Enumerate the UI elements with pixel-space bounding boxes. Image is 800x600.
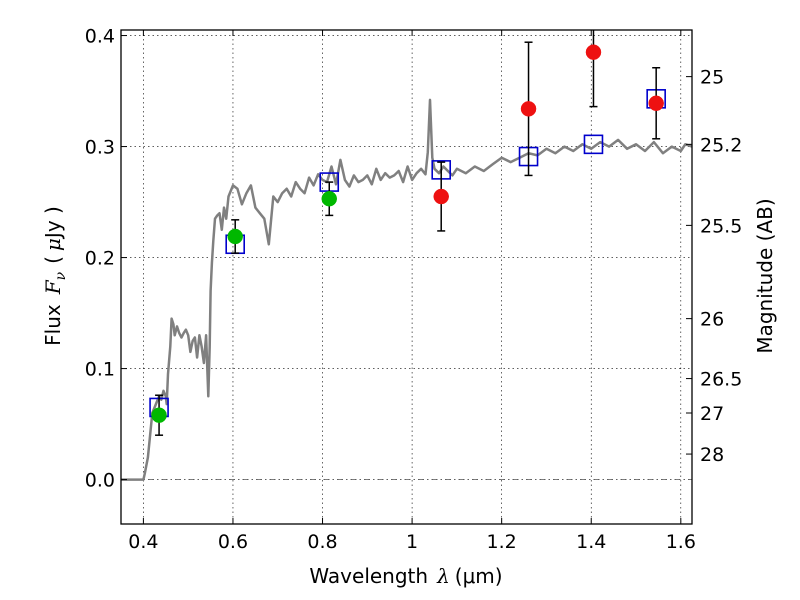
- y-tick-label: 0.2: [85, 248, 115, 270]
- y-axis-label-unit-rest: Jy ): [41, 206, 65, 240]
- x-tick-label: 1.2: [487, 531, 517, 553]
- model-photometry-square: [583, 134, 604, 155]
- x-tick-label: 0.6: [218, 531, 248, 553]
- y-axis-label-text: Flux: [41, 304, 65, 346]
- y2-axis-label: Magnitude (AB): [753, 198, 777, 353]
- observed-photometry-point: [227, 228, 243, 245]
- mag-tick-label: 25.2: [700, 134, 742, 156]
- observed-photometry-point: [433, 188, 449, 205]
- x-axis-label-symbol: λ: [436, 564, 450, 588]
- y-axis-label-symbol: F: [41, 279, 65, 295]
- x-axis-label-text: Wavelength: [309, 564, 428, 588]
- observed-photometry-point: [151, 407, 167, 423]
- mag-tick-label: 27: [700, 403, 724, 425]
- x-axis-label: Wavelength λ (μm): [309, 564, 502, 588]
- x-tick-label: 0.8: [307, 531, 337, 553]
- x-tick-label: 1: [406, 531, 418, 553]
- y-axis-label-unit-mu: μ: [41, 238, 65, 251]
- tick-labels: 0.4 0.6 0.8 1 1.2 1.4 1.6 0.0 0.1 0.2 0.3 0.4 25 25.2…: [85, 26, 743, 553]
- y-axis-label-subscript: ν: [53, 271, 69, 280]
- observed-photometry-point: [648, 95, 664, 112]
- observed-photometry-point: [520, 101, 537, 117]
- x-tick-label: 1.4: [576, 531, 606, 553]
- observed-photometry-point: [585, 44, 602, 60]
- y-tick-label: 0.1: [85, 359, 115, 381]
- series-layer: [121, 98, 692, 481]
- grid: [121, 30, 692, 524]
- x-axis-label-unit: (μm): [455, 564, 503, 588]
- x-tick-label: 1.6: [666, 531, 696, 553]
- mag-tick-label: 26.5: [700, 369, 742, 391]
- markers-layer: [149, 30, 666, 436]
- ticks: [121, 30, 692, 524]
- observed-photometry-point: [321, 190, 337, 207]
- y-tick-label: 0.3: [85, 137, 115, 159]
- y-axis-label-unit-open: (: [41, 256, 65, 264]
- mag-tick-label: 25: [700, 67, 724, 89]
- y-tick-label: 0.4: [85, 26, 115, 48]
- mag-tick-label: 25.5: [700, 215, 742, 237]
- mag-tick-label: 28: [700, 444, 724, 466]
- sed-model-line: [121, 98, 692, 481]
- y-tick-label: 0.0: [85, 470, 115, 492]
- mag-tick-label: 26: [700, 309, 724, 331]
- plot-frame: [120, 29, 693, 525]
- x-tick-label: 0.4: [128, 531, 158, 553]
- y-axis-label: Flux Fν ( μJy ): [41, 206, 69, 346]
